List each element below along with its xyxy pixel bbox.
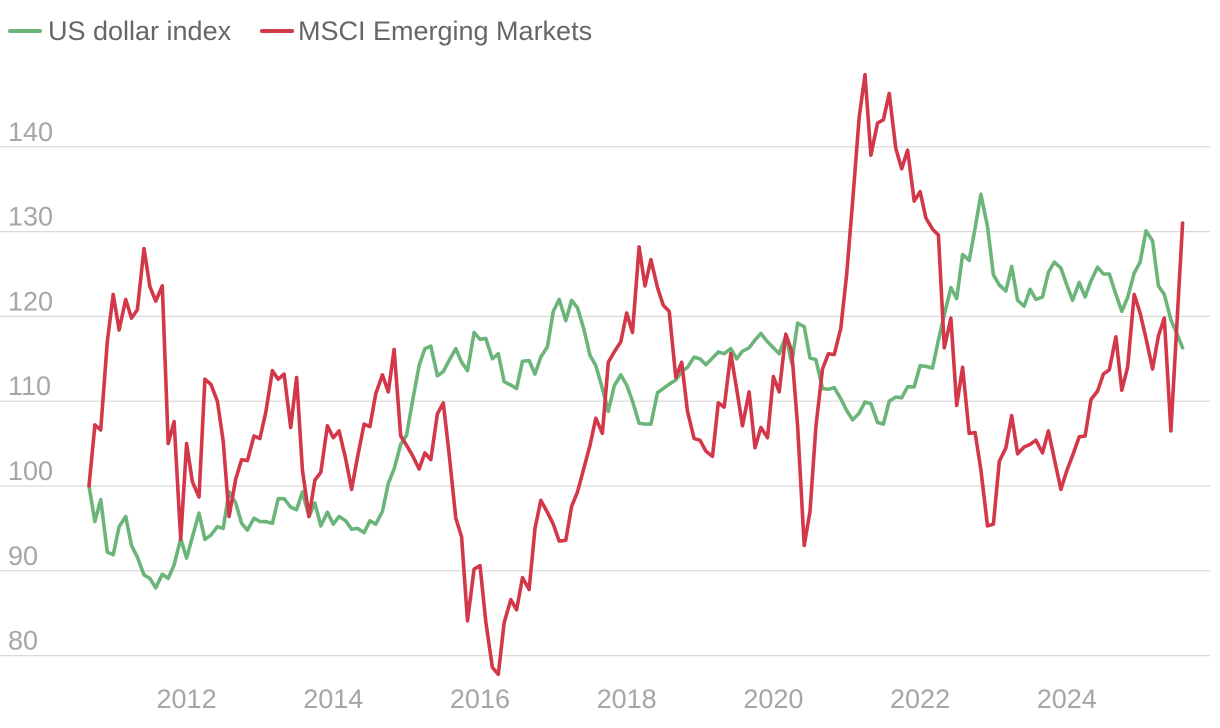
y-tick-label-110: 110: [8, 371, 51, 401]
gridlines: [0, 146, 1210, 657]
y-tick-label-130: 130: [8, 202, 53, 232]
x-tick-label-2024: 2024: [1037, 684, 1097, 714]
series-lines: [87, 72, 1185, 677]
x-tick-label-2022: 2022: [890, 684, 950, 714]
x-tick-label-2020: 2020: [743, 684, 803, 714]
legend-label-msci: MSCI Emerging Markets: [298, 16, 592, 46]
legend-label-usd: US dollar index: [48, 16, 232, 46]
x-tick-label-2018: 2018: [597, 684, 657, 714]
series-line-msci-emerging-markets: [87, 72, 1185, 677]
x-tick-label-2016: 2016: [450, 684, 510, 714]
legend-item-usd[interactable]: US dollar index: [8, 16, 232, 46]
y-tick-label-140: 140: [8, 117, 53, 147]
x-tick-label-2012: 2012: [157, 684, 217, 714]
y-axis-labels: 80 90 100 110 120 130 140: [8, 117, 53, 656]
y-tick-label-80: 80: [8, 626, 38, 656]
x-axis-labels: 2012 2014 2016 2018 2020 2022 2024: [157, 684, 1097, 714]
legend-item-msci[interactable]: MSCI Emerging Markets: [260, 16, 592, 46]
legend: US dollar index MSCI Emerging Markets: [8, 16, 592, 46]
x-tick-label-2014: 2014: [303, 684, 363, 714]
series-line-us-dollar-index: [87, 192, 1185, 590]
y-tick-label-120: 120: [8, 286, 53, 316]
y-tick-label-100: 100: [8, 456, 53, 486]
y-tick-label-90: 90: [8, 541, 38, 571]
